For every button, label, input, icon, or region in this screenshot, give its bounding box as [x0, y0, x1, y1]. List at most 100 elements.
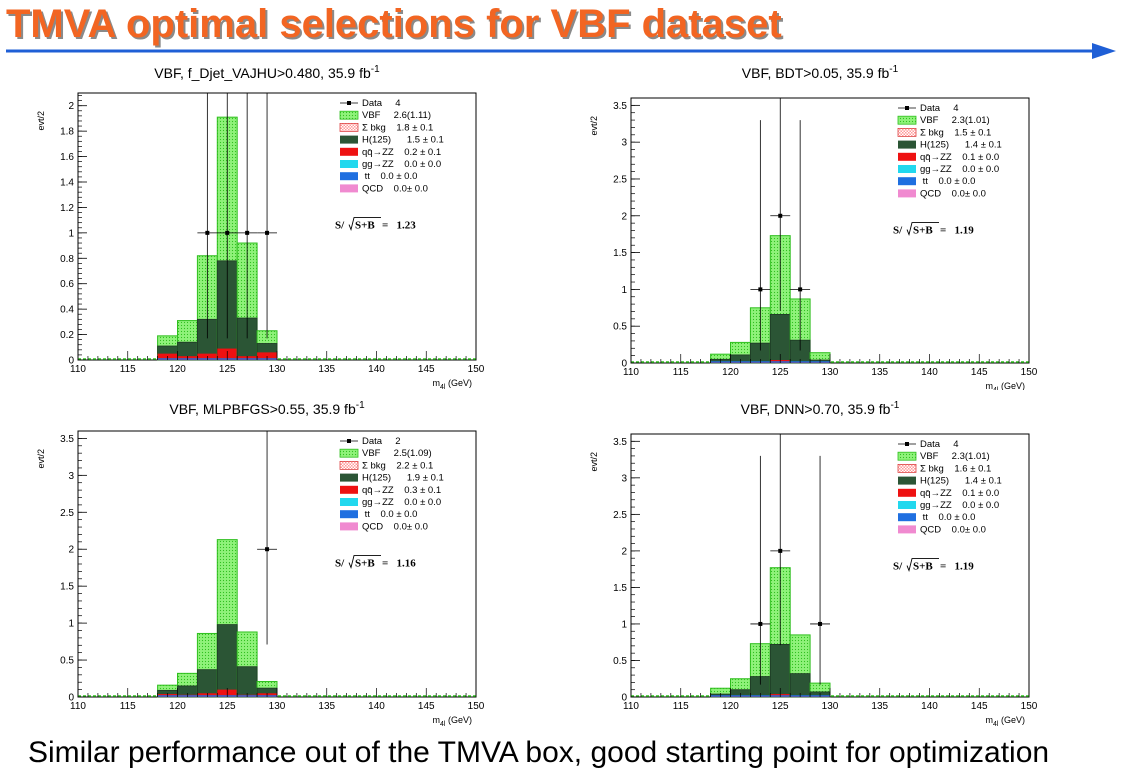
legend-swatch-tt	[340, 510, 358, 519]
legend-label-bkg: Σ bkg 1.5 ± 0.1	[920, 127, 991, 138]
data-point	[245, 230, 250, 235]
plot-mlpbfgs: VBF, MLPBFGS>0.55, 35.9 fb-1 0 0.5 1 1.5 2 2.5…	[36, 400, 485, 726]
significance-prefix: S/	[893, 225, 903, 237]
data-point	[205, 230, 210, 235]
x-tick-label: 130	[269, 701, 286, 712]
significance-root: S+B	[355, 220, 375, 232]
y-tick-label: 2	[621, 546, 627, 557]
significance-prefix: S/	[893, 561, 903, 573]
x-tick-label: 110	[70, 364, 86, 375]
sqrt-sign-icon	[348, 217, 381, 232]
chart-title: VBF, DNN>0.70, 35.9 fb-1	[741, 400, 900, 417]
legend-label-qqzz: qq̄→ZZ 0.1 ± 0.0	[920, 152, 999, 163]
legend-data-point	[905, 442, 909, 446]
significance-value: = 1.19	[940, 561, 974, 573]
legend-data-point	[347, 101, 351, 105]
plot-frame	[77, 92, 477, 361]
significance-value: = 1.23	[382, 220, 416, 232]
legend-swatch-qqzz	[340, 147, 358, 156]
x-tick-label: 130	[822, 367, 839, 378]
legend-label-h125: H(125) 1.4 ± 0.1	[920, 476, 1002, 487]
legend-label-tt: tt 0.0 ± 0.0	[362, 171, 417, 182]
sqrt-sign-icon	[906, 558, 939, 573]
legend-swatch-qcd	[340, 522, 358, 531]
y-tick-label: 0.5	[613, 322, 627, 333]
legend-swatch-ggzz	[340, 498, 358, 506]
x-tick-label: 110	[623, 701, 639, 712]
legend-swatch-qcd	[898, 189, 916, 198]
legend-label-qcd: QCD 0.0± 0.0	[920, 524, 986, 535]
legend-swatch-vbf	[339, 448, 359, 458]
legend-swatch-ggzz	[898, 501, 916, 509]
y-tick-label: 3	[68, 471, 74, 482]
legend-swatch-ggzz	[340, 160, 358, 168]
y-tick-label: 3.5	[613, 437, 627, 448]
legend-swatch-qcd	[898, 525, 916, 534]
y-tick-label: 0	[621, 693, 627, 704]
x-tick-label: 125	[219, 701, 236, 712]
x-tick-label: 145	[418, 701, 435, 712]
y-tick-label: 2.5	[60, 508, 74, 519]
arrow-head-icon	[1092, 43, 1116, 59]
legend-label-h125: H(125) 1.4 ± 0.1	[920, 140, 1002, 151]
legend-label-tt: tt 0.0 ± 0.0	[920, 176, 975, 187]
legend-label-qcd: QCD 0.0± 0.0	[920, 188, 986, 199]
legend-label-qcd: QCD 0.0± 0.0	[362, 521, 428, 532]
legend-label-h125: H(125) 1.9 ± 0.1	[362, 473, 444, 484]
data-point	[265, 230, 270, 235]
x-tick-label: 115	[673, 701, 689, 712]
x-tick-label: 140	[368, 364, 385, 375]
legend-label-data: Data 2	[362, 436, 401, 447]
legend-swatch-h125	[898, 476, 916, 485]
significance-prefix: S/	[335, 558, 345, 570]
x-tick-label: 135	[871, 367, 888, 378]
legend-swatch-tt	[340, 172, 358, 181]
x-tick-label: 120	[169, 364, 186, 375]
legend-swatch-bkg	[339, 461, 359, 470]
x-tick-label: 150	[468, 701, 485, 712]
y-tick-label: 1.6	[60, 152, 74, 163]
legend-label-data: Data 4	[920, 103, 959, 114]
legend-swatch-tt	[898, 513, 916, 522]
data-point	[225, 230, 230, 235]
data-point	[818, 621, 823, 626]
y-tick-label: 1	[68, 619, 74, 630]
y-tick-label: 2.5	[613, 510, 627, 521]
legend-label-vbf: VBF 2.3(1.01)	[920, 115, 990, 126]
significance-prefix: S/	[335, 220, 345, 232]
y-axis-label: evt/2	[36, 449, 46, 469]
legend-label-ggzz: gg→ZZ 0.0 ± 0.0	[362, 497, 441, 508]
legend-label-bkg: Σ bkg 2.2 ± 0.1	[362, 460, 433, 471]
data-point	[758, 287, 763, 292]
legend-data-point	[905, 106, 909, 110]
x-axis-label: m4l (GeV)	[433, 715, 472, 726]
y-tick-label: 0	[68, 356, 74, 367]
y-tick-label: 0.4	[60, 305, 74, 316]
y-tick-label: 2	[68, 101, 74, 112]
x-tick-label: 125	[219, 364, 236, 375]
x-axis-label: m4l (GeV)	[986, 715, 1025, 726]
significance-root: S+B	[913, 561, 933, 573]
legend-swatch-qqzz	[898, 488, 916, 497]
legend-swatch-h125	[340, 473, 358, 482]
x-tick-label: 140	[921, 701, 938, 712]
data-point	[758, 621, 763, 626]
data-point	[798, 287, 803, 292]
y-tick-label: 0.6	[60, 279, 74, 290]
data-point	[778, 548, 783, 553]
legend-label-bkg: Σ bkg 1.8 ± 0.1	[362, 122, 433, 133]
x-tick-label: 140	[368, 701, 385, 712]
x-tick-label: 145	[971, 701, 988, 712]
legend-label-qqzz: qq̄→ZZ 0.1 ± 0.0	[920, 488, 999, 499]
x-tick-label: 120	[722, 367, 739, 378]
y-axis-label: evt/2	[36, 111, 46, 131]
legend-swatch-h125	[898, 140, 916, 149]
y-tick-label: 2.5	[613, 174, 627, 185]
x-tick-label: 140	[921, 367, 938, 378]
legend-swatch-bkg	[897, 464, 917, 473]
x-tick-label: 150	[1021, 701, 1038, 712]
plot-bdt: VBF, BDT>0.05, 35.9 fb-1 0 0.5 1 1.5 2 2.5 3 3.5…	[589, 64, 1038, 390]
y-tick-label: 0	[621, 359, 627, 370]
x-tick-label: 125	[772, 367, 789, 378]
x-tick-label: 115	[673, 367, 689, 378]
